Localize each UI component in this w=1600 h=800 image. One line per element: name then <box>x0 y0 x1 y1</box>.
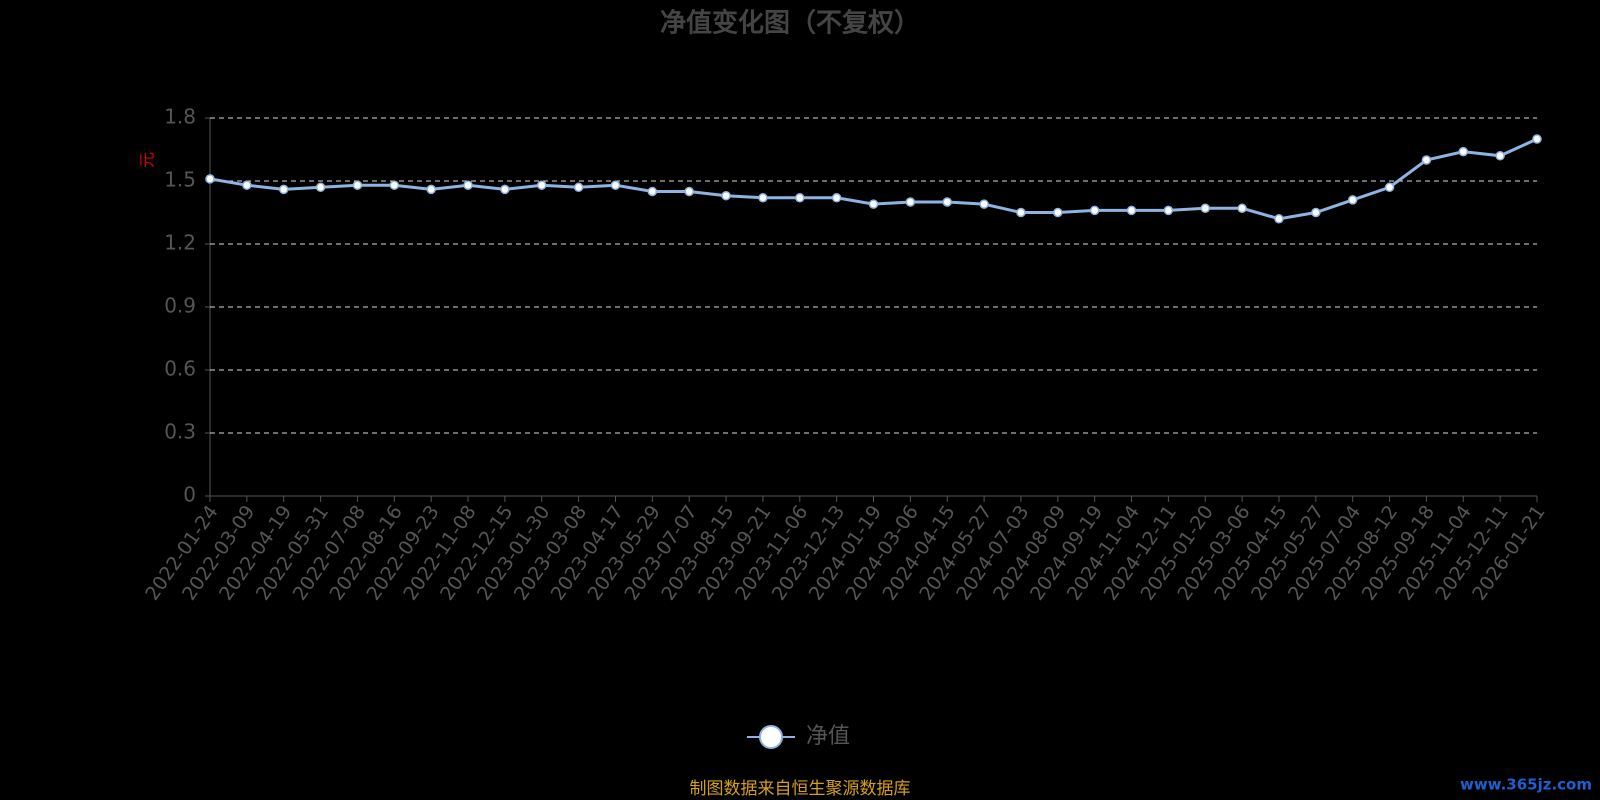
data-point <box>795 193 805 203</box>
data-point <box>905 197 916 207</box>
data-point <box>1311 207 1321 218</box>
data-point <box>610 180 621 190</box>
data-point <box>315 182 326 193</box>
data-point <box>647 186 658 197</box>
data-point <box>979 199 989 209</box>
data-point <box>1163 205 1174 216</box>
data-point <box>868 199 879 209</box>
y-axis-label: 元 <box>138 152 157 168</box>
data-point <box>1089 205 1100 216</box>
y-tick-label: 1.5 <box>164 168 196 192</box>
data-point <box>1495 151 1505 161</box>
y-tick-label: 1.8 <box>164 105 196 129</box>
data-point <box>426 184 436 195</box>
data-point <box>573 182 584 193</box>
data-point <box>1053 207 1063 218</box>
data-point <box>684 186 694 197</box>
legend-label[interactable]: 净值 <box>806 724 850 749</box>
data-point <box>1016 207 1026 218</box>
data-point <box>352 180 363 190</box>
data-point <box>1384 182 1395 193</box>
data-point <box>1347 195 1358 205</box>
chart-title: 净值变化图（不复权） <box>660 8 920 39</box>
data-point <box>537 180 547 190</box>
data-point <box>1200 203 1210 214</box>
y-tick-label: 0.9 <box>164 294 196 318</box>
data-point <box>1458 146 1469 157</box>
y-tick-label: 0.3 <box>164 420 196 444</box>
data-point <box>389 180 400 190</box>
data-point <box>1237 203 1247 214</box>
legend-marker[interactable] <box>759 725 783 749</box>
data-point <box>1532 134 1542 144</box>
data-point <box>831 193 842 203</box>
data-point <box>205 174 215 184</box>
source-note: 制图数据来自恒生聚源数据库 <box>690 779 911 799</box>
data-point <box>1126 205 1137 216</box>
y-tick-label: 1.2 <box>164 231 196 255</box>
data-point <box>242 180 252 190</box>
data-point <box>758 193 768 203</box>
data-point <box>942 197 952 207</box>
y-tick-label: 0 <box>183 483 196 507</box>
watermark: www.365jz.com <box>1460 776 1592 794</box>
data-point <box>721 190 731 201</box>
y-tick-label: 0.6 <box>164 357 196 381</box>
data-point <box>278 184 289 195</box>
data-point <box>1421 155 1432 165</box>
data-point <box>500 184 510 195</box>
data-point <box>463 180 473 190</box>
data-point <box>1274 214 1284 224</box>
